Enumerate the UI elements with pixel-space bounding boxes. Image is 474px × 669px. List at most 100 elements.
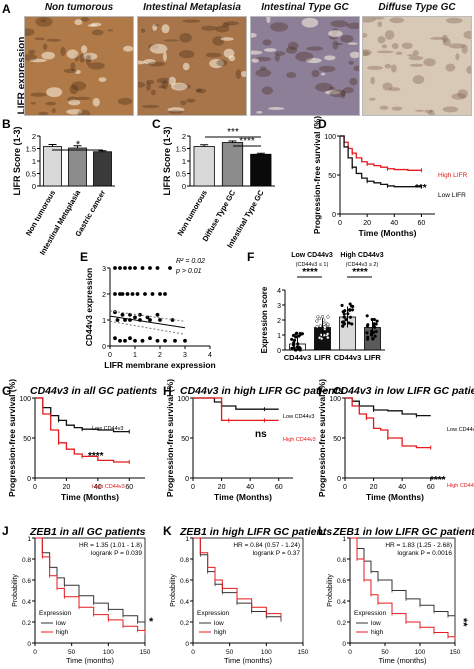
E-point-36 [128, 336, 132, 341]
L-xtick-label: 150 [450, 649, 461, 656]
E-point-20 [120, 312, 125, 317]
E-ytick-label: 3 [102, 266, 106, 273]
J-ytick-label: 0.6 [22, 578, 31, 585]
H-xtick-label: 60 [275, 484, 283, 491]
panel-a-image-title-0: Non tumorous [44, 2, 114, 13]
E-xtick-label: 2 [158, 352, 162, 359]
I-xtick-label: 20 [370, 484, 378, 491]
H-ylabel: Progression-free survival (%) [165, 379, 175, 497]
panel-g-title: CD44v3 in all GC patients [30, 385, 158, 397]
F-dot [322, 322, 326, 326]
K-logrank: logrank P = 0.37 [253, 550, 301, 557]
E-p: p > 0.01 [175, 268, 202, 275]
D-legend-high: High LIFR [438, 172, 468, 179]
F-dot [348, 315, 353, 319]
F-ytick-label: 4 [277, 288, 281, 295]
E-point-18 [163, 292, 167, 296]
F-dot [315, 324, 319, 329]
C-category-0: Non tumorous [175, 189, 208, 238]
G-legend-high: High CD44v3 [92, 484, 125, 490]
K-ytick-label: 1 [185, 536, 189, 543]
B-ytick-label: 1 [32, 157, 36, 166]
G-ylabel: Progression-free survival (%) [7, 379, 17, 497]
F-dot [318, 324, 323, 328]
L-ylabel: Probability [327, 574, 334, 607]
B-bar-0 [43, 146, 62, 187]
E-point-43 [183, 338, 187, 343]
panel-f-label: F [247, 250, 255, 264]
B-ylabel: LIFR Score (1-3) [12, 126, 22, 195]
E-ylabel: CD44v3 expression [84, 268, 94, 346]
F-dot [294, 335, 298, 339]
F-dot [344, 318, 348, 322]
L-xtick-label: 100 [415, 649, 426, 656]
I-ytick-label: 100 [329, 396, 341, 403]
H-xtick-label: 20 [218, 484, 226, 491]
panel-i-title: CD44v3 in low LIFR GC patients [333, 385, 474, 397]
B-sig: * [76, 139, 81, 151]
I-ytick-label: 0 [337, 476, 341, 483]
F-dot [340, 303, 344, 308]
J-xtick-label: 50 [68, 649, 76, 656]
H-xlabel: Time (Months) [214, 492, 272, 502]
E-point-41 [163, 338, 167, 343]
I-ylabel: Progression-free survival (%) [317, 379, 327, 497]
panel-j-label: J [2, 524, 9, 538]
F-category-3: LIFR [364, 353, 381, 362]
F-dot [348, 308, 352, 312]
F-sig-1: **** [302, 267, 318, 278]
I-legend-high: High CD44v3 [447, 483, 474, 489]
panel-a-tissue-image-0 [24, 16, 134, 116]
E-ytick-label: 2 [102, 292, 106, 299]
J-legend-title: Expression [39, 610, 72, 617]
K-xtick-label: 150 [298, 649, 309, 656]
F-dot [326, 336, 330, 340]
E-point-33 [113, 336, 117, 341]
E-xlabel: LIFR membrane expression [104, 360, 215, 370]
panel-h-label: H [163, 384, 172, 398]
F-dot [297, 334, 301, 338]
panel-g-label: G [2, 384, 12, 398]
K-ytick-label: 0.8 [180, 557, 189, 564]
panel-j-title: ZEB1 in all GC patients [30, 526, 146, 538]
E-point-5 [140, 266, 145, 270]
K-xlabel: Time (months) [224, 656, 273, 665]
G-series-1 [35, 397, 130, 463]
D-ytick-label: 50 [328, 173, 336, 180]
F-dot [375, 319, 379, 323]
I-xtick-label: 40 [398, 484, 406, 491]
E-point-37 [133, 338, 137, 343]
G-ytick-label: 50 [23, 436, 31, 443]
E-point-39 [148, 336, 152, 341]
J-legend-high: high [56, 629, 69, 636]
F-group2-sub: (CD44v3 ≥ 2) [346, 262, 379, 268]
D-xlabel: Time (Months) [359, 228, 417, 238]
J-xtick-label: 0 [33, 649, 37, 656]
L-legend-high: high [371, 629, 384, 636]
H-legend-low: Low CD44v3 [283, 414, 315, 420]
F-category-0: CD44v3 [284, 353, 312, 362]
K-legend-high: high [214, 629, 227, 636]
F-dot [341, 324, 345, 328]
B-ytick-label: 1.5 [26, 145, 36, 154]
J-ytick-label: 0.8 [22, 557, 31, 564]
E-ci-upper [109, 310, 186, 322]
E-point-6 [148, 266, 152, 270]
J-hr: HR = 1.35 (1.01 - 1.8) [79, 542, 142, 549]
F-category-2: CD44v3 [334, 353, 362, 362]
I-xlabel: Time (Months) [366, 492, 424, 502]
I-legend-low: Low CD44v3 [447, 427, 474, 433]
F-group2: High CD44v3 [340, 252, 383, 259]
K-ytick-label: 0.6 [180, 578, 189, 585]
D-ylabel: Progression-free survival (%) [312, 116, 322, 234]
I-ytick-label: 50 [333, 436, 341, 443]
H-series-0 [193, 397, 279, 410]
B-ytick-label: 2 [32, 132, 36, 141]
F-dot [365, 324, 370, 328]
F-dot [341, 310, 345, 314]
D-xtick-label: 40 [390, 220, 398, 227]
J-legend-low: low [56, 620, 66, 627]
G-xlabel: Time (Months) [61, 492, 119, 502]
H-xtick-label: 0 [191, 484, 195, 491]
L-ytick-label: 1 [342, 536, 346, 543]
